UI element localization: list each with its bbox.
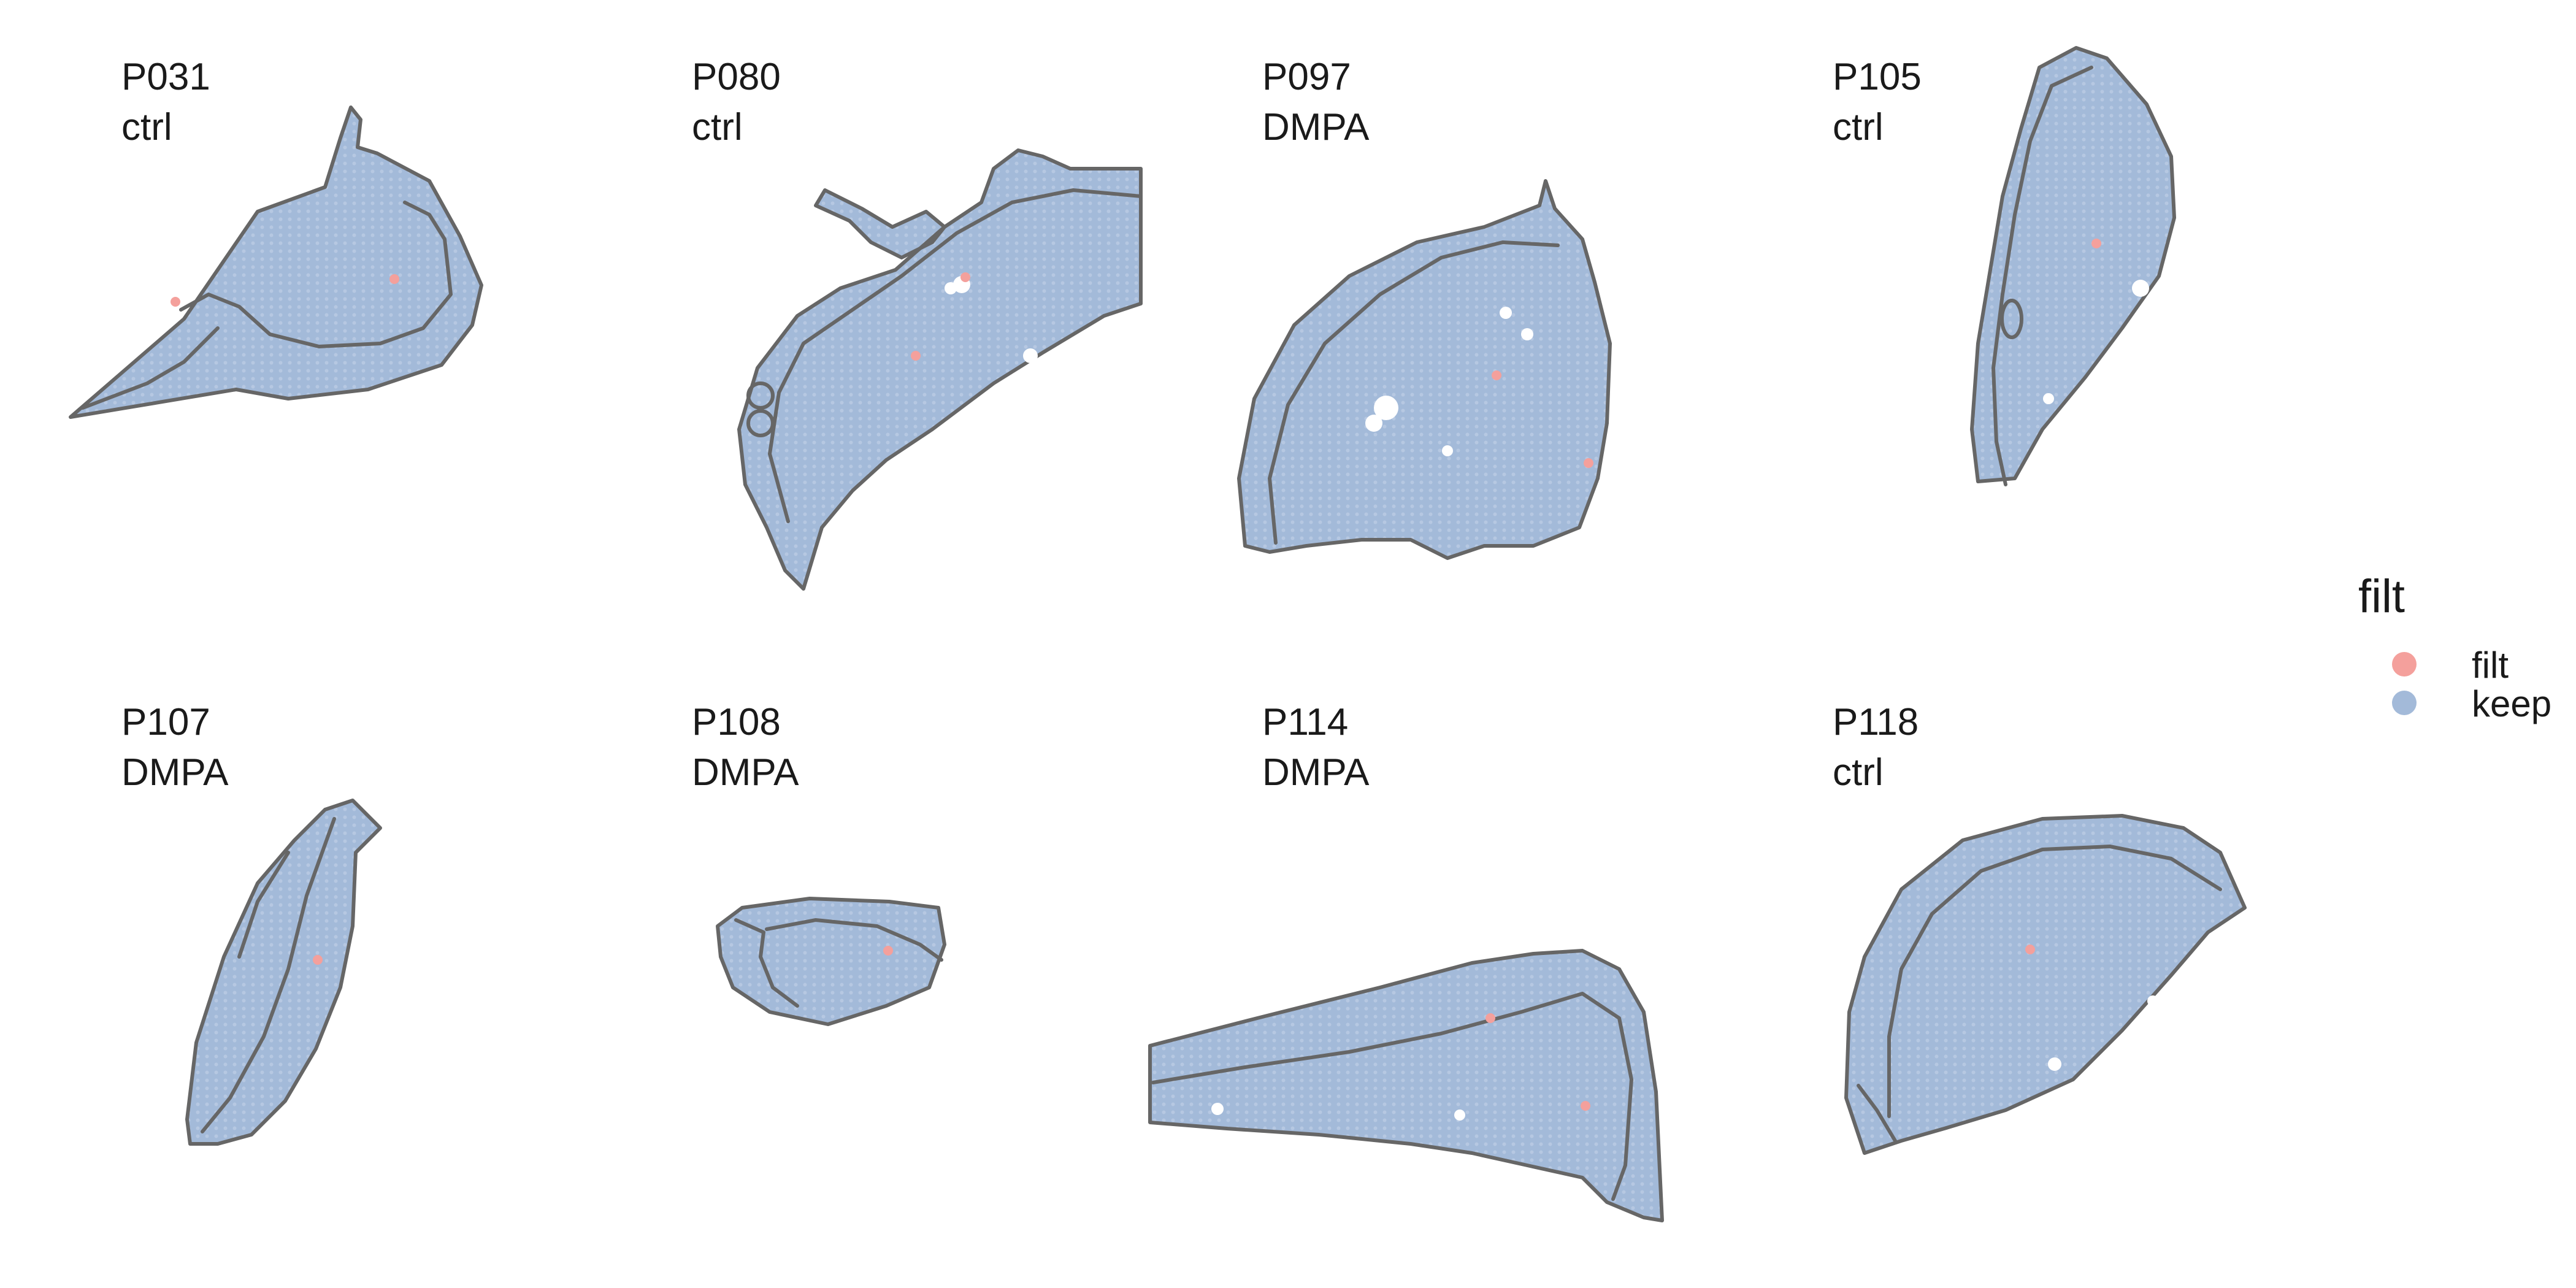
empty-spot-cluster xyxy=(1211,1103,1224,1115)
filtered-spot xyxy=(2091,239,2101,248)
tissue-internal-boundary xyxy=(1268,240,1560,545)
tissue-outline xyxy=(1844,814,2247,1155)
empty-spot-cluster xyxy=(1365,415,1382,432)
tissue-lobe xyxy=(816,190,945,258)
empty-spot-cluster xyxy=(2147,995,2158,1006)
tissue-section xyxy=(187,800,380,1144)
empty-spot-cluster xyxy=(1500,307,1512,319)
tissue-internal-boundary xyxy=(1991,66,2093,486)
tissue-internal-boundary xyxy=(1887,845,2222,1118)
legend: filt filt keep xyxy=(2358,570,2551,724)
empty-spot-cluster xyxy=(1521,328,1533,340)
filtered-spot xyxy=(1584,458,1593,468)
empty-spot-cluster xyxy=(1454,1110,1465,1121)
panel-id-label: P097 xyxy=(1262,56,1351,98)
tissue-internal-boundary xyxy=(765,918,943,962)
tissue-ring xyxy=(746,409,775,437)
tissue-internal-boundary xyxy=(1857,1084,1897,1143)
empty-spot-cluster xyxy=(2043,393,2054,404)
panel-p080: P080 ctrl xyxy=(692,56,1143,591)
tissue-outline xyxy=(69,105,483,419)
panel-group-label: ctrl xyxy=(1833,106,1884,148)
filtered-spot xyxy=(171,297,180,307)
filtered-spot xyxy=(1485,1013,1495,1023)
panel-id-label: P105 xyxy=(1833,56,1922,98)
panel-p097: P097 DMPA xyxy=(1237,56,1612,560)
legend-swatch-filt xyxy=(2392,652,2417,677)
tissue-section xyxy=(1150,951,1662,1221)
empty-spot-cluster xyxy=(2048,1057,2061,1071)
filtered-spot xyxy=(1581,1101,1590,1111)
empty-spot-cluster xyxy=(1442,445,1453,456)
panel-p108: P108 DMPA xyxy=(692,701,946,1026)
tissue-outline xyxy=(737,148,1143,591)
legend-label-keep: keep xyxy=(2472,683,2551,724)
tissue-internal-boundary xyxy=(237,851,290,959)
empty-spot-cluster xyxy=(1023,348,1038,363)
tissue-lobe-outline xyxy=(814,188,946,259)
panel-p114: P114 DMPA xyxy=(1148,701,1664,1222)
panel-id-label: P118 xyxy=(1833,701,1919,743)
filtered-spot xyxy=(389,274,399,284)
tissue-internal-boundary xyxy=(1151,992,1633,1201)
tissue-section xyxy=(1239,181,1610,558)
panel-group-label: DMPA xyxy=(1262,751,1370,794)
filtered-spot xyxy=(313,955,323,965)
tissue-internal-boundary xyxy=(734,918,799,1008)
tissue-outline xyxy=(716,897,946,1026)
panel-group-label: DMPA xyxy=(1262,106,1370,148)
panel-id-label: P114 xyxy=(1262,701,1348,743)
filtered-spot xyxy=(911,351,921,361)
legend-title: filt xyxy=(2358,570,2405,623)
panel-p107: P107 DMPA xyxy=(121,701,382,1146)
empty-spot-cluster xyxy=(1374,396,1398,420)
panel-id-label: P080 xyxy=(692,56,781,98)
tissue-internal-boundary xyxy=(81,326,220,410)
tissue-outline xyxy=(1970,46,2176,483)
tissue-section xyxy=(739,150,1141,589)
legend-label-filt: filt xyxy=(2472,645,2509,686)
empty-spot-cluster xyxy=(2132,280,2149,297)
tissue-internal-boundary xyxy=(179,201,453,348)
tissue-internal-boundary xyxy=(201,817,336,1133)
panel-id-label: P031 xyxy=(121,56,210,98)
panel-p105: P105 ctrl xyxy=(1833,46,2176,486)
tissue-outline xyxy=(1237,179,1612,560)
panel-group-label: DMPA xyxy=(692,751,799,794)
tissue-section xyxy=(718,899,945,1024)
tissue-ring xyxy=(746,381,775,410)
tissue-ring xyxy=(2000,299,2023,339)
filtered-spot xyxy=(883,946,893,956)
panel-id-label: P108 xyxy=(692,701,781,743)
filtered-spot xyxy=(1492,370,1501,380)
filtered-spot xyxy=(2025,945,2035,954)
tissue-section xyxy=(71,107,481,417)
panel-id-label: P107 xyxy=(121,701,210,743)
filtered-spot xyxy=(960,272,970,282)
panel-group-label: ctrl xyxy=(121,106,172,148)
tissue-outline xyxy=(1148,949,1664,1222)
tissue-outline xyxy=(185,799,382,1146)
panel-group-label: ctrl xyxy=(1833,751,1884,794)
legend-swatch-keep xyxy=(2392,691,2417,715)
panel-group-label: ctrl xyxy=(692,106,743,148)
tissue-section xyxy=(1972,48,2174,481)
panel-p031: P031 ctrl xyxy=(69,56,483,419)
empty-spot-cluster xyxy=(945,282,957,294)
panel-p118: P118 ctrl xyxy=(1833,701,2247,1155)
panel-group-label: DMPA xyxy=(121,751,229,794)
